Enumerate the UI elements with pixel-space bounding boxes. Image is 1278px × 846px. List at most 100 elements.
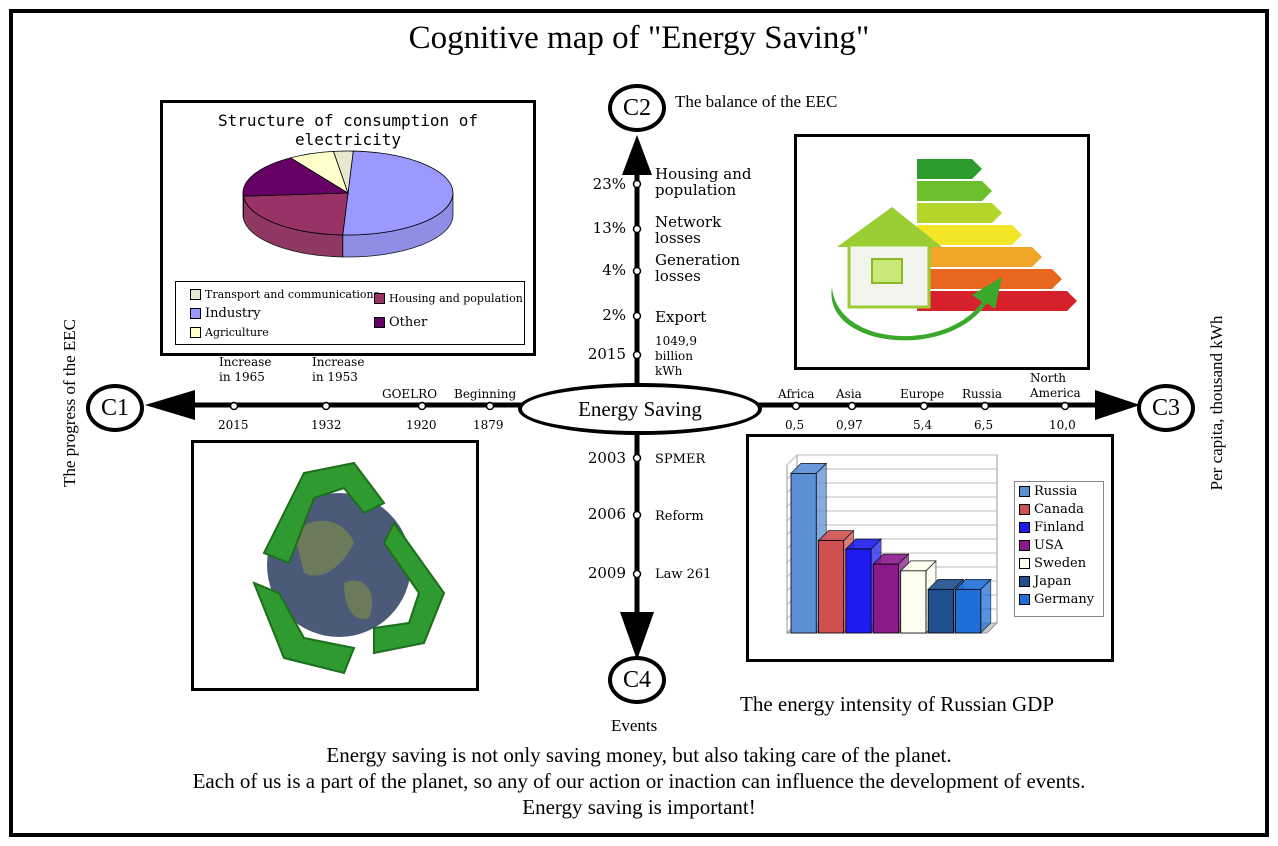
pie-legend-item: Transport and communications bbox=[190, 285, 379, 303]
pie-legend-item: Housing and population bbox=[374, 289, 523, 307]
recycle-globe-image-box bbox=[191, 440, 479, 691]
region-label: Asia bbox=[836, 387, 862, 401]
legend-swatch bbox=[1019, 593, 1030, 605]
progress-bottom-label: 1920 bbox=[406, 418, 437, 432]
legend-label: Canada bbox=[1034, 501, 1084, 517]
balance-label: Housing and population bbox=[655, 165, 752, 199]
legend-label: Sweden bbox=[1034, 555, 1087, 571]
c2-label: The balance of the EEC bbox=[675, 92, 838, 111]
bar-legend-item: Finland bbox=[1015, 518, 1103, 536]
arrow-up bbox=[622, 135, 652, 175]
energy-rating-bars-icon bbox=[917, 159, 1077, 311]
progress-bottom-label: 1932 bbox=[311, 418, 342, 432]
region-value: 6,5 bbox=[974, 418, 994, 432]
footer-line: Energy saving is not only saving money, … bbox=[326, 743, 952, 767]
legend-swatch bbox=[190, 326, 201, 338]
balance-label: Export bbox=[655, 308, 707, 326]
legend-label: USA bbox=[1034, 537, 1064, 553]
bar-legend-item: Canada bbox=[1015, 500, 1103, 518]
bar bbox=[818, 540, 845, 634]
pie-chart bbox=[242, 150, 454, 258]
region-label: North America bbox=[1030, 371, 1081, 400]
bar-legend: Russia Canada Finland USA Sweden Japan Germany bbox=[1014, 481, 1104, 617]
legend-label: Germany bbox=[1034, 591, 1095, 607]
balance-value: 2% bbox=[602, 306, 626, 324]
pie-legend-item: Agriculture bbox=[190, 323, 269, 341]
legend-label: Finland bbox=[1034, 519, 1085, 535]
legend-swatch bbox=[1019, 485, 1030, 497]
event-label: SPMER bbox=[655, 452, 706, 467]
pie-legend: Transport and communications Housing and… bbox=[175, 281, 525, 345]
balance-value: 23% bbox=[592, 175, 626, 193]
c1-side-label: The progress of the EEC bbox=[60, 318, 79, 488]
energy-house-illustration bbox=[831, 159, 1077, 341]
legend-label: Industry bbox=[205, 305, 261, 321]
event-year: 2009 bbox=[587, 564, 626, 582]
balance-value: 13% bbox=[592, 219, 626, 237]
arrow-down bbox=[620, 612, 654, 660]
energy-label-image-box bbox=[794, 134, 1090, 370]
bar-chart bbox=[785, 454, 999, 634]
progress-top-label: Increase in 1965 bbox=[219, 355, 272, 384]
bar-legend-item: Russia bbox=[1015, 482, 1103, 500]
arrow-right bbox=[1095, 390, 1140, 420]
event-year: 2006 bbox=[587, 505, 626, 523]
bar-legend-item: USA bbox=[1015, 536, 1103, 554]
region-value: 10,0 bbox=[1049, 418, 1076, 432]
balance-label: Network losses bbox=[655, 213, 722, 247]
progress-top-label: Increase in 1953 bbox=[312, 355, 365, 384]
bar bbox=[955, 588, 982, 634]
legend-swatch bbox=[374, 292, 385, 304]
legend-swatch bbox=[1019, 503, 1030, 515]
pie-chart-title: Structure of consumption of electricity bbox=[217, 111, 479, 149]
legend-swatch bbox=[1019, 575, 1030, 587]
legend-label: Transport and communications bbox=[205, 287, 380, 301]
footer-line: Each of us is a part of the planet, so a… bbox=[192, 769, 1086, 793]
node-c1: C1 bbox=[86, 384, 144, 432]
region-value: 0,97 bbox=[836, 418, 863, 432]
region-value: 0,5 bbox=[785, 418, 805, 432]
bar bbox=[900, 570, 927, 634]
legend-swatch bbox=[190, 307, 201, 319]
page-title: Cognitive map of "Energy Saving" bbox=[408, 20, 870, 56]
arrow-left bbox=[145, 390, 195, 420]
event-label: Law 261 bbox=[655, 567, 712, 582]
progress-top-label: GOELRO bbox=[382, 387, 438, 401]
bar bbox=[927, 588, 954, 634]
recycle-arrows-icon bbox=[252, 461, 446, 675]
recycle-globe-illustration bbox=[252, 461, 446, 675]
progress-bottom-label: 1879 bbox=[473, 418, 504, 432]
footer-line: Energy saving is important! bbox=[522, 795, 756, 819]
gridline-side bbox=[786, 454, 798, 466]
node-c2: C2 bbox=[608, 84, 666, 132]
bar-legend-item: Japan bbox=[1015, 572, 1103, 590]
progress-top-label: Beginning bbox=[454, 387, 517, 401]
bar bbox=[790, 472, 817, 634]
pie-slice bbox=[342, 150, 454, 236]
house-icon bbox=[837, 207, 942, 309]
legend-label: Russia bbox=[1034, 483, 1078, 499]
legend-swatch bbox=[190, 288, 201, 300]
bar-chart-box: Russia Canada Finland USA Sweden Japan Germany bbox=[746, 434, 1114, 662]
bar-legend-item: Sweden bbox=[1015, 554, 1103, 572]
legend-swatch bbox=[374, 316, 385, 328]
legend-swatch bbox=[1019, 521, 1030, 533]
region-label: Russia bbox=[962, 387, 1003, 401]
center-node: Energy Saving bbox=[518, 383, 762, 435]
legend-swatch bbox=[1019, 557, 1030, 569]
balance-label: 1049,9 billion kWh bbox=[655, 334, 697, 378]
balance-value: 2015 bbox=[587, 345, 626, 363]
green-arrow-icon bbox=[831, 277, 1002, 341]
legend-label: Other bbox=[389, 314, 428, 330]
balance-value: 4% bbox=[602, 261, 626, 279]
bar bbox=[845, 548, 872, 634]
balance-label: Generation losses bbox=[655, 251, 741, 285]
pie-slice bbox=[242, 157, 350, 197]
node-c4: C4 bbox=[608, 656, 666, 704]
node-c3: C3 bbox=[1137, 384, 1195, 432]
bar bbox=[872, 563, 899, 634]
legend-swatch bbox=[1019, 539, 1030, 551]
event-label: Reform bbox=[655, 509, 704, 524]
pie-legend-item: Industry bbox=[190, 304, 261, 322]
c3-side-label: Per capita, thousand kWh bbox=[1207, 315, 1226, 491]
